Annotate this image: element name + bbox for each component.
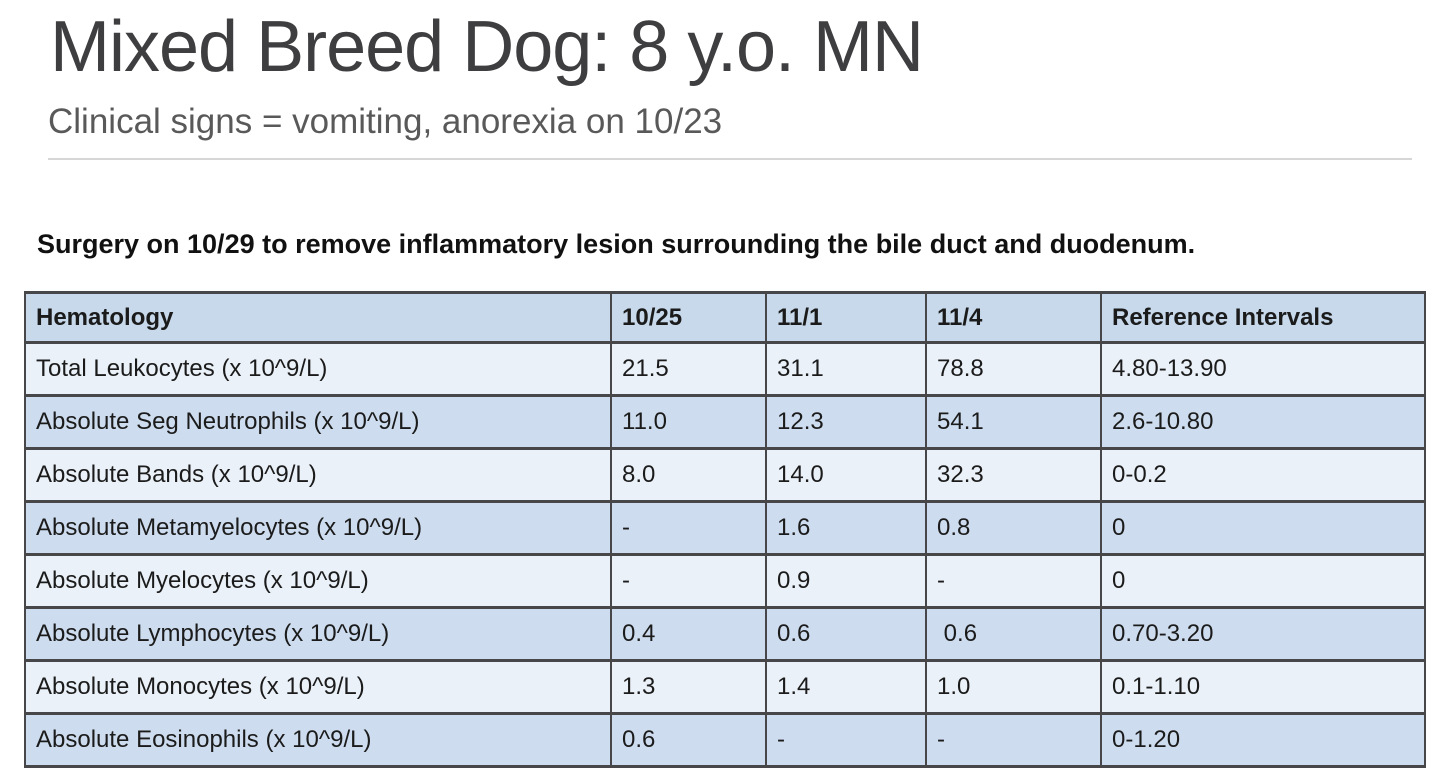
row-label-cell: Total Leukocytes (x 10^9/L) — [24, 341, 612, 397]
value-cell: 11.0 — [610, 394, 767, 450]
value-cell: - — [610, 500, 767, 556]
value-cell: 0.6 — [765, 606, 927, 662]
reference-cell: 0-0.2 — [1100, 447, 1426, 503]
value-cell: 54.1 — [925, 394, 1102, 450]
reference-cell: 0.70-3.20 — [1100, 606, 1426, 662]
value-cell: 1.0 — [925, 659, 1102, 715]
value-cell: 8.0 — [610, 447, 767, 503]
value-cell: 32.3 — [925, 447, 1102, 503]
row-label-cell: Absolute Seg Neutrophils (x 10^9/L) — [24, 394, 612, 450]
table-row: Absolute Metamyelocytes (x 10^9/L) - 1.6… — [24, 500, 1426, 556]
value-cell: 0.8 — [925, 500, 1102, 556]
value-cell: 1.6 — [765, 500, 927, 556]
reference-cell: 0 — [1100, 553, 1426, 609]
reference-cell: 4.80-13.90 — [1100, 341, 1426, 397]
surgery-note: Surgery on 10/29 to remove inflammatory … — [37, 229, 1196, 259]
value-cell: 0.4 — [610, 606, 767, 662]
value-cell: 0.9 — [765, 553, 927, 609]
value-cell: - — [765, 712, 927, 768]
row-label-cell: Absolute Eosinophils (x 10^9/L) — [24, 712, 612, 768]
slide-title: Mixed Breed Dog: 8 y.o. MN — [50, 7, 924, 87]
table-row: Absolute Eosinophils (x 10^9/L) 0.6 - - … — [24, 712, 1426, 768]
title-divider — [48, 158, 1412, 160]
value-cell: - — [925, 553, 1102, 609]
row-label-cell: Absolute Bands (x 10^9/L) — [24, 447, 612, 503]
column-header-reference-intervals: Reference Intervals — [1100, 291, 1426, 344]
table-row: Total Leukocytes (x 10^9/L) 21.5 31.1 78… — [24, 341, 1426, 397]
row-label-cell: Absolute Monocytes (x 10^9/L) — [24, 659, 612, 715]
row-label-cell: Absolute Lymphocytes (x 10^9/L) — [24, 606, 612, 662]
value-cell: - — [925, 712, 1102, 768]
value-cell: 0.6 — [925, 606, 1102, 662]
hematology-table: Hematology 10/25 11/1 11/4 Reference Int… — [24, 291, 1426, 768]
row-label-cell: Absolute Myelocytes (x 10^9/L) — [24, 553, 612, 609]
slide-subtitle: Clinical signs = vomiting, anorexia on 1… — [48, 102, 723, 141]
column-header-hematology: Hematology — [24, 291, 612, 344]
table-row: Absolute Seg Neutrophils (x 10^9/L) 11.0… — [24, 394, 1426, 450]
value-cell: 31.1 — [765, 341, 927, 397]
value-cell: 0.6 — [610, 712, 767, 768]
value-cell: 78.8 — [925, 341, 1102, 397]
value-cell: 14.0 — [765, 447, 927, 503]
reference-cell: 0.1-1.10 — [1100, 659, 1426, 715]
table-row: Absolute Bands (x 10^9/L) 8.0 14.0 32.3 … — [24, 447, 1426, 503]
reference-cell: 0 — [1100, 500, 1426, 556]
value-cell: 12.3 — [765, 394, 927, 450]
row-label-cell: Absolute Metamyelocytes (x 10^9/L) — [24, 500, 612, 556]
column-header-date-1: 10/25 — [610, 291, 767, 344]
table-row: Absolute Monocytes (x 10^9/L) 1.3 1.4 1.… — [24, 659, 1426, 715]
value-cell: 1.4 — [765, 659, 927, 715]
column-header-date-2: 11/1 — [765, 291, 927, 344]
value-cell: 21.5 — [610, 341, 767, 397]
table-row: Absolute Lymphocytes (x 10^9/L) 0.4 0.6 … — [24, 606, 1426, 662]
column-header-date-3: 11/4 — [925, 291, 1102, 344]
reference-cell: 2.6-10.80 — [1100, 394, 1426, 450]
table-header-row: Hematology 10/25 11/1 11/4 Reference Int… — [24, 291, 1426, 344]
value-cell: 1.3 — [610, 659, 767, 715]
reference-cell: 0-1.20 — [1100, 712, 1426, 768]
value-cell: - — [610, 553, 767, 609]
table-row: Absolute Myelocytes (x 10^9/L) - 0.9 - 0 — [24, 553, 1426, 609]
